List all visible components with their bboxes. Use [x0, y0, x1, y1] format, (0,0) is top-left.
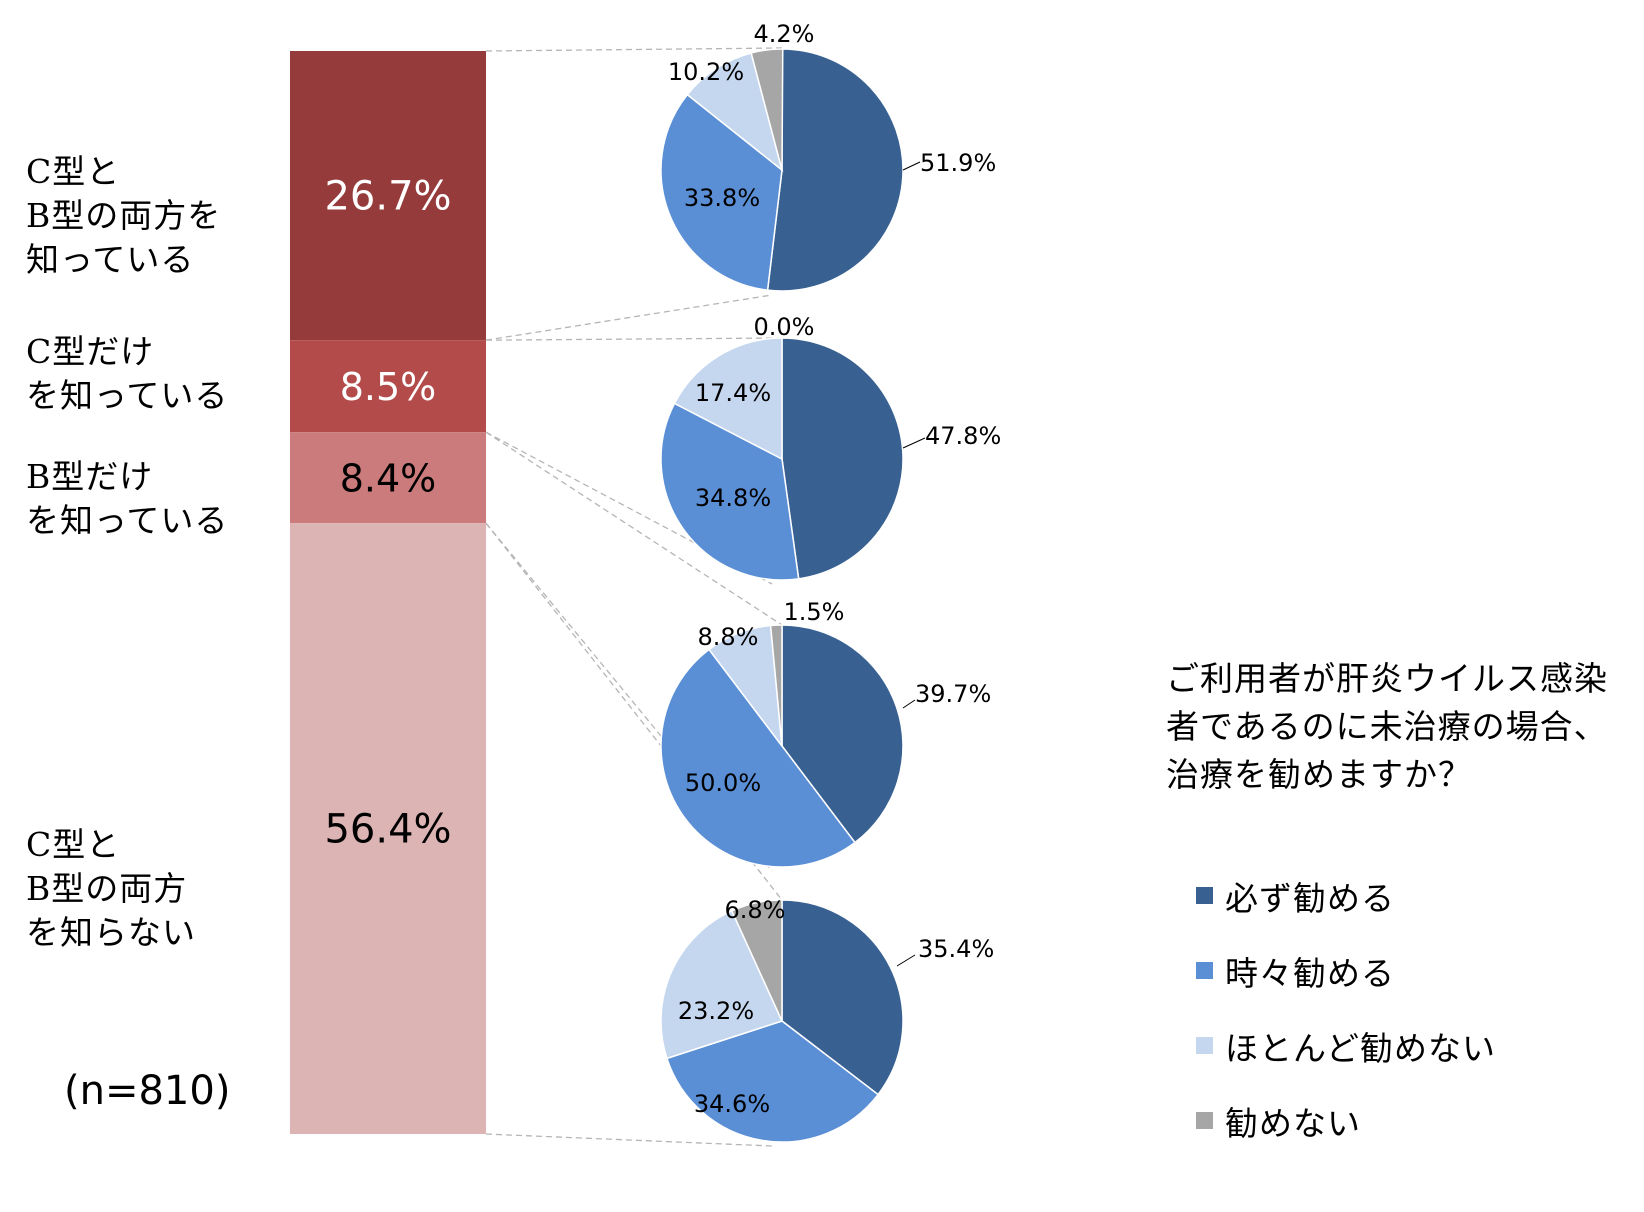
pie-data-label: 50.0%: [685, 769, 761, 797]
legend-label: 必ず勧める: [1225, 878, 1395, 918]
pie-leader-line: [902, 161, 921, 171]
pie-leader-line: [902, 699, 916, 709]
question-text: ご利用者が肝炎ウイルス感染者であるのに未治療の場合、治療を勧めますか？: [1166, 659, 1608, 794]
connector-line: [485, 431, 783, 626]
pie-slice: [673, 337, 783, 461]
pie-slice: [766, 48, 904, 292]
stacked-bar: 26.7% 8.5% 8.4% 56.4%: [290, 51, 486, 1134]
pie-data-label: 6.8%: [725, 896, 786, 924]
category-label: B型だけ を知っている: [26, 457, 229, 540]
pie-slice: [730, 899, 783, 1022]
legend: 必ず勧める 時々勧める ほとんど勧めない 勧めない: [1196, 858, 1496, 1158]
bar-segment: [290, 432, 486, 524]
pie-leader-line: [902, 437, 926, 449]
pie-data-label: 4.2%: [754, 20, 815, 48]
category-label: C型と B型の両方を 知っている: [26, 152, 222, 279]
pie-data-label: 23.2%: [678, 997, 754, 1025]
sample-size-note: (n=810): [64, 1068, 231, 1114]
legend-item: 時々勧める: [1196, 933, 1496, 1008]
legend-label: 時々勧める: [1225, 953, 1395, 993]
pie-data-label: 0.0%: [754, 313, 815, 341]
pie-data-label: 33.8%: [684, 184, 760, 212]
bar-segment: [290, 523, 486, 1134]
pie-data-label: 17.4%: [695, 379, 771, 407]
category-label: C型だけ を知っている: [26, 332, 229, 415]
connector-line: [485, 47, 783, 52]
pie-data-label: 8.8%: [698, 623, 759, 651]
pie-data-label: 51.9%: [920, 149, 996, 177]
pie-slice: [665, 1020, 880, 1143]
pie-slice: [781, 624, 904, 844]
pie-slice: [781, 337, 904, 580]
legend-swatch-icon: [1196, 1112, 1213, 1129]
legend-item: ほとんど勧めない: [1196, 1008, 1496, 1083]
connector-line: [485, 431, 773, 585]
connector-line: [485, 337, 783, 341]
bar-value-label: 26.7%: [324, 174, 451, 220]
bar-value-label: 8.4%: [340, 457, 437, 501]
legend-swatch-icon: [1196, 962, 1213, 979]
bar-value-label: 56.4%: [324, 807, 451, 853]
pie-data-label: 35.4%: [918, 935, 994, 963]
pie-data-label: 34.6%: [694, 1090, 770, 1118]
pie-slice: [750, 48, 784, 171]
bar-segment: [290, 340, 486, 433]
pie-data-label: 10.2%: [668, 58, 744, 86]
pie-data-label: 39.7%: [915, 680, 991, 708]
pie-data-label: 34.8%: [695, 484, 771, 512]
pie-leader-line: [896, 954, 916, 967]
legend-item: 勧めない: [1196, 1083, 1496, 1158]
pie-slice: [660, 648, 857, 868]
pie-slice: [769, 624, 783, 747]
pie-data-label: 1.5%: [784, 598, 845, 626]
pie-slice: [660, 402, 800, 581]
legend-swatch-icon: [1196, 887, 1213, 904]
pie-slice: [781, 899, 904, 1096]
connector-line: [485, 1133, 773, 1147]
pie-slice: [660, 909, 784, 1060]
bar-segment: [290, 51, 486, 341]
pie-charts: 51.9% 33.8% 10.2% 4.2% 47.8% 34.8% 17.4% 0.0% 39…: [660, 20, 1001, 1143]
legend-label: 勧めない: [1225, 1103, 1361, 1143]
pie-slice: [660, 93, 783, 291]
legend-label: ほとんど勧めない: [1225, 1028, 1497, 1068]
pie-data-label: 47.8%: [925, 422, 1001, 450]
legend-item: 必ず勧める: [1196, 858, 1496, 933]
category-label: C型と B型の両方 を知らない: [26, 825, 196, 952]
bar-value-label: 8.5%: [340, 365, 437, 409]
legend-swatch-icon: [1196, 1037, 1213, 1054]
connector-line: [485, 294, 773, 341]
